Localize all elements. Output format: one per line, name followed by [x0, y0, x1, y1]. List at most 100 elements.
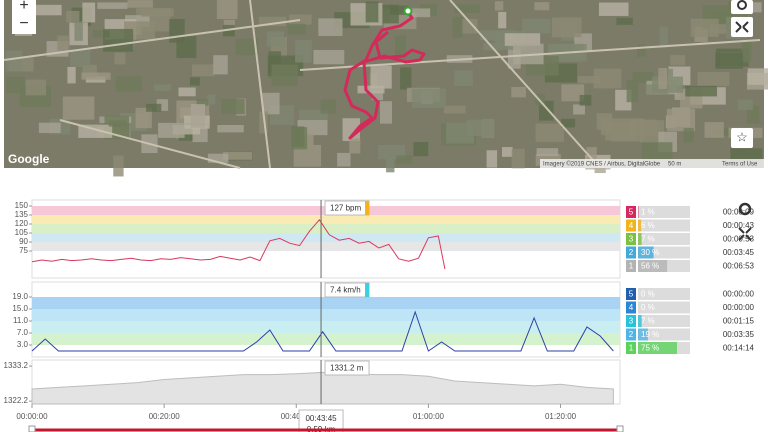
road [249, 0, 271, 169]
speed-line [31, 310, 614, 352]
field [235, 38, 259, 56]
zone-swatch [626, 315, 636, 327]
chart-settings[interactable] [738, 202, 752, 216]
field [146, 103, 162, 112]
zone-percent: 7 % [641, 235, 655, 244]
zone-time: 00:00:00 [723, 290, 755, 299]
x-tick-label: 00:00:00 [16, 412, 48, 421]
field [536, 148, 559, 157]
field [223, 152, 253, 160]
zone-time: 00:03:35 [723, 330, 755, 339]
field [561, 84, 585, 102]
settings-button[interactable] [731, 0, 753, 14]
zone-bar [638, 260, 668, 272]
field [511, 86, 526, 98]
terms[interactable]: Terms of Use [722, 162, 758, 168]
field [443, 105, 466, 114]
field [577, 75, 600, 84]
y-tick-label: 150 [15, 201, 29, 210]
field [289, 14, 312, 25]
field [266, 31, 284, 47]
y-tick-label: 90 [19, 237, 28, 246]
y-tick-label: 135 [15, 210, 29, 219]
zone-number: 2 [629, 248, 634, 257]
field [207, 153, 229, 163]
road [3, 19, 301, 61]
zone-time: 00:00:53 [723, 235, 755, 244]
road [449, 0, 601, 169]
road [59, 119, 241, 169]
field [216, 0, 238, 20]
field [637, 44, 646, 57]
zone-swatch [626, 246, 636, 259]
field [97, 2, 128, 9]
chart-expand[interactable] [738, 227, 752, 241]
field [741, 42, 752, 63]
field [62, 96, 95, 120]
field [674, 90, 685, 100]
road [299, 39, 761, 71]
zone-number: 1 [629, 344, 634, 353]
map[interactable]: + − ☆ Google Imagery ©2019 CNES / Airbus… [3, 0, 768, 177]
field [156, 99, 169, 111]
zone-time: 00:00:00 [723, 303, 755, 312]
field [262, 92, 280, 115]
field [135, 107, 152, 129]
zone-band [32, 233, 620, 242]
field [685, 85, 717, 97]
zone-bar [638, 246, 654, 259]
attribution-bar [540, 159, 764, 168]
google-logo: Google [8, 152, 50, 166]
x-tick-label: 00:40:00 [281, 412, 313, 421]
field [259, 111, 268, 134]
scrubber-start[interactable] [28, 425, 36, 432]
field [172, 124, 201, 135]
field [454, 4, 480, 13]
field [103, 28, 134, 52]
zone-percent: 6 % [641, 221, 655, 230]
zone-bar [638, 206, 639, 218]
field [27, 4, 62, 16]
zoom-in[interactable]: + [19, 0, 28, 14]
x-tick-label: 01:00:00 [413, 412, 445, 421]
zone-swatch [626, 219, 636, 232]
field [411, 88, 446, 108]
zone-number: 2 [629, 330, 634, 339]
scrubber-end[interactable] [616, 425, 624, 432]
zone-time: 00:01:15 [723, 317, 755, 326]
field [521, 18, 551, 34]
y-tick-label: 1333.2 [4, 361, 29, 370]
field [666, 108, 696, 132]
field [318, 18, 343, 36]
zone-number: 3 [629, 235, 634, 244]
y-tick-label: 19.0 [12, 292, 28, 301]
field [299, 109, 328, 121]
x-tick-label: 00:20:00 [149, 412, 181, 421]
start [403, 6, 413, 16]
field [454, 70, 473, 87]
field [659, 26, 668, 48]
zone-swatch [626, 342, 636, 354]
favorite-button[interactable] [731, 128, 753, 148]
scale: 50 m [668, 162, 681, 168]
field [560, 118, 576, 128]
zone-time: 00:14:14 [723, 344, 755, 353]
field [113, 155, 124, 177]
zone-bar-bg [638, 301, 690, 314]
field [535, 123, 565, 142]
zone-number: 5 [629, 208, 634, 217]
zone-swatch [626, 206, 636, 218]
zone-percent: 0 % [641, 303, 655, 312]
zone-time: 00:00:43 [723, 221, 755, 230]
field [81, 72, 111, 80]
zoom-out[interactable]: − [19, 15, 28, 32]
fullscreen-button[interactable] [731, 17, 753, 37]
field [57, 35, 70, 51]
zone-percent: 1 % [641, 208, 655, 217]
field [6, 76, 25, 94]
field [38, 122, 61, 134]
field [737, 99, 753, 110]
zone-bar-bg [638, 315, 690, 327]
